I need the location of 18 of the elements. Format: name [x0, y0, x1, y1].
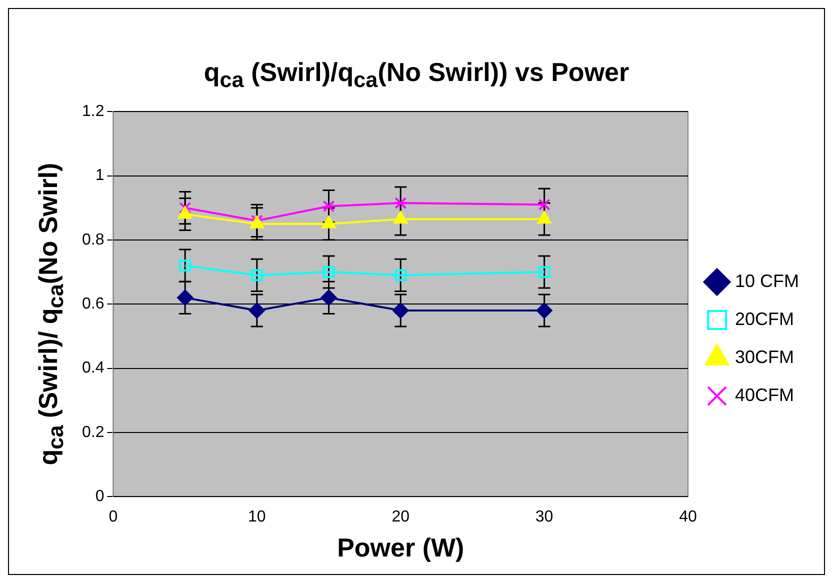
y-tick-label: 0.8 [82, 231, 104, 248]
y-tick-label: 1 [95, 167, 104, 184]
x-tick-label: 10 [248, 508, 266, 526]
y-tick-label: 1.2 [82, 103, 104, 120]
y-tick-label: 0 [95, 488, 104, 506]
x-axis-title: Power (W) [337, 532, 464, 563]
chart-title: q$_{ca}$ (Swirl)/q$_{ca}$(No Swirl)) vs Power [202, 57, 630, 94]
x-tick-label: 20 [392, 508, 410, 526]
x-tick-label: 30 [535, 508, 554, 526]
x-tick-label: 40 [679, 508, 697, 526]
y-tick-label: 0.6 [82, 296, 104, 313]
y-tick-label: 0.2 [82, 424, 104, 441]
legend-label: 40CFM [734, 384, 794, 405]
legend-label: 10 CFM [734, 270, 800, 291]
legend-label: 30CFM [734, 346, 794, 367]
legend-label: 20CFM [734, 308, 794, 329]
x-tick-label: 0 [108, 508, 118, 526]
y-tick-label: 0.4 [82, 360, 104, 377]
